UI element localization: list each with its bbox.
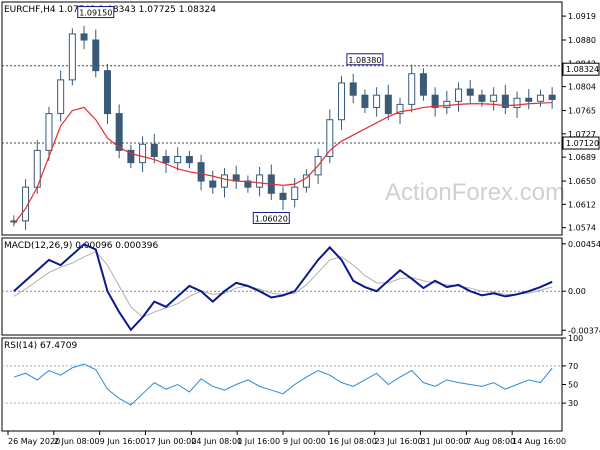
candle-body bbox=[349, 82, 357, 96]
candle-body bbox=[80, 33, 88, 41]
price-y-tick-label: 1.0574 bbox=[568, 224, 596, 233]
price-y-tick-label: 1.0919 bbox=[568, 12, 596, 21]
x-tick-label: 9 Jul 00:00 bbox=[283, 437, 326, 446]
price-panel bbox=[1, 1, 563, 236]
macd-lines bbox=[13, 243, 553, 332]
price-annotation-text: 1.06020 bbox=[255, 214, 288, 223]
support-level-tag-box bbox=[562, 136, 600, 150]
rsi-grid: 100 70 50 30 bbox=[2, 334, 583, 408]
price-grid: 1.09191.08801.08421.08041.07651.07271.06… bbox=[2, 12, 596, 233]
x-tick-label: 1 Jul 16:00 bbox=[237, 437, 280, 446]
candle-body bbox=[185, 156, 193, 164]
watermark: ActionForex.com bbox=[385, 179, 565, 206]
candle-body bbox=[279, 192, 287, 200]
candle-body bbox=[209, 180, 217, 188]
current-price-tag-box bbox=[562, 62, 600, 76]
x-tick-label: 26 May 2020 bbox=[8, 437, 60, 446]
rsi-line bbox=[13, 363, 553, 406]
rsi-y-tick-label: 70 bbox=[568, 362, 578, 371]
price-candles bbox=[10, 25, 556, 231]
candle-body bbox=[302, 174, 310, 188]
rsi-y-tick-label: 50 bbox=[568, 381, 578, 390]
candle-body bbox=[536, 94, 544, 102]
x-tick-label: 9 Jun 16:00 bbox=[100, 437, 146, 446]
x-tick-label: 16 Jul 08:00 bbox=[329, 437, 377, 446]
x-tick-label: 2 Jun 08:00 bbox=[54, 437, 100, 446]
candle-body bbox=[244, 180, 252, 188]
candle-body bbox=[326, 119, 334, 158]
candle-body bbox=[338, 82, 346, 121]
rsi-lines bbox=[13, 363, 553, 406]
candle-body bbox=[57, 79, 65, 115]
support-level-tag: 1.07120 bbox=[566, 139, 599, 148]
price-y-tick-label: 1.0650 bbox=[568, 177, 596, 186]
macd-y-tick-label: 0.00 bbox=[568, 287, 586, 296]
candle-body bbox=[373, 94, 381, 108]
macd-line bbox=[13, 243, 553, 332]
x-tick-label: 17 Jun 00:00 bbox=[146, 437, 197, 446]
candle-body bbox=[501, 94, 509, 108]
candle-body bbox=[443, 100, 451, 108]
rsi-panel bbox=[1, 337, 563, 432]
candle-body bbox=[127, 149, 135, 164]
candle-body bbox=[139, 143, 147, 164]
price-y-tick-label: 1.0727 bbox=[568, 130, 596, 139]
price-moving-average bbox=[13, 101, 553, 225]
candle-body bbox=[525, 97, 533, 102]
candle-body bbox=[478, 94, 486, 102]
price-annotation-text: 1.08380 bbox=[348, 56, 381, 65]
x-tick-label: 24 Jun 08:00 bbox=[191, 437, 242, 446]
candle-body bbox=[490, 94, 498, 102]
x-tick-label: 14 Aug 16:00 bbox=[512, 437, 566, 446]
candle-body bbox=[291, 186, 299, 200]
x-tick-label: 23 Jul 16:00 bbox=[375, 437, 423, 446]
candle-body bbox=[384, 94, 392, 115]
candle-body bbox=[103, 70, 111, 115]
macd-y-tick-label: -0.003745 bbox=[568, 326, 600, 335]
price-annotation-text: 1.09150 bbox=[79, 9, 112, 18]
candle-body bbox=[174, 156, 182, 164]
x-tick-label: 7 Aug 08:00 bbox=[466, 437, 515, 446]
price-y-tick-label: 1.0880 bbox=[568, 36, 596, 45]
candle-body bbox=[150, 143, 158, 158]
macd-panel bbox=[1, 237, 563, 336]
candle-body bbox=[455, 88, 463, 102]
x-tick-label: 31 Jul 00:00 bbox=[421, 437, 469, 446]
candle-body bbox=[548, 94, 556, 100]
price-annotations: 1.09150 1.08380 1.06020 1.08324 1.07120 bbox=[77, 6, 600, 224]
price-y-tick-label: 1.0765 bbox=[568, 107, 596, 116]
price-y-tick-label: 1.0612 bbox=[568, 200, 596, 209]
price-annotation-box bbox=[77, 6, 115, 19]
current-price-tag: 1.08324 bbox=[566, 65, 599, 74]
candle-body bbox=[92, 39, 100, 72]
candle-body bbox=[45, 113, 53, 151]
candle-body bbox=[408, 73, 416, 105]
candle-body bbox=[68, 33, 76, 81]
candle-body bbox=[396, 103, 404, 115]
moving-average-line bbox=[13, 101, 553, 225]
candle-body bbox=[256, 174, 264, 188]
candle-body bbox=[513, 97, 521, 108]
candle-body bbox=[220, 174, 228, 188]
rsi-title: RSI(14) 67.4709 bbox=[4, 341, 77, 351]
price-annotation-box bbox=[346, 53, 384, 66]
price-y-tick-label: 1.0689 bbox=[568, 153, 596, 162]
candle-body bbox=[197, 162, 205, 182]
macd-signal-line bbox=[13, 250, 553, 318]
candle-body bbox=[466, 88, 474, 96]
price-annotation-box bbox=[252, 211, 290, 224]
candle-body bbox=[361, 94, 369, 108]
rsi-y-tick-label: 30 bbox=[568, 399, 578, 408]
candle-body bbox=[162, 156, 170, 164]
candle-body bbox=[115, 113, 123, 151]
rsi-y-tick-label: 100 bbox=[568, 334, 583, 343]
candle-body bbox=[419, 73, 427, 96]
candle-body bbox=[431, 94, 439, 108]
candle-body bbox=[10, 220, 18, 223]
price-y-tick-label: 1.0804 bbox=[568, 83, 596, 92]
